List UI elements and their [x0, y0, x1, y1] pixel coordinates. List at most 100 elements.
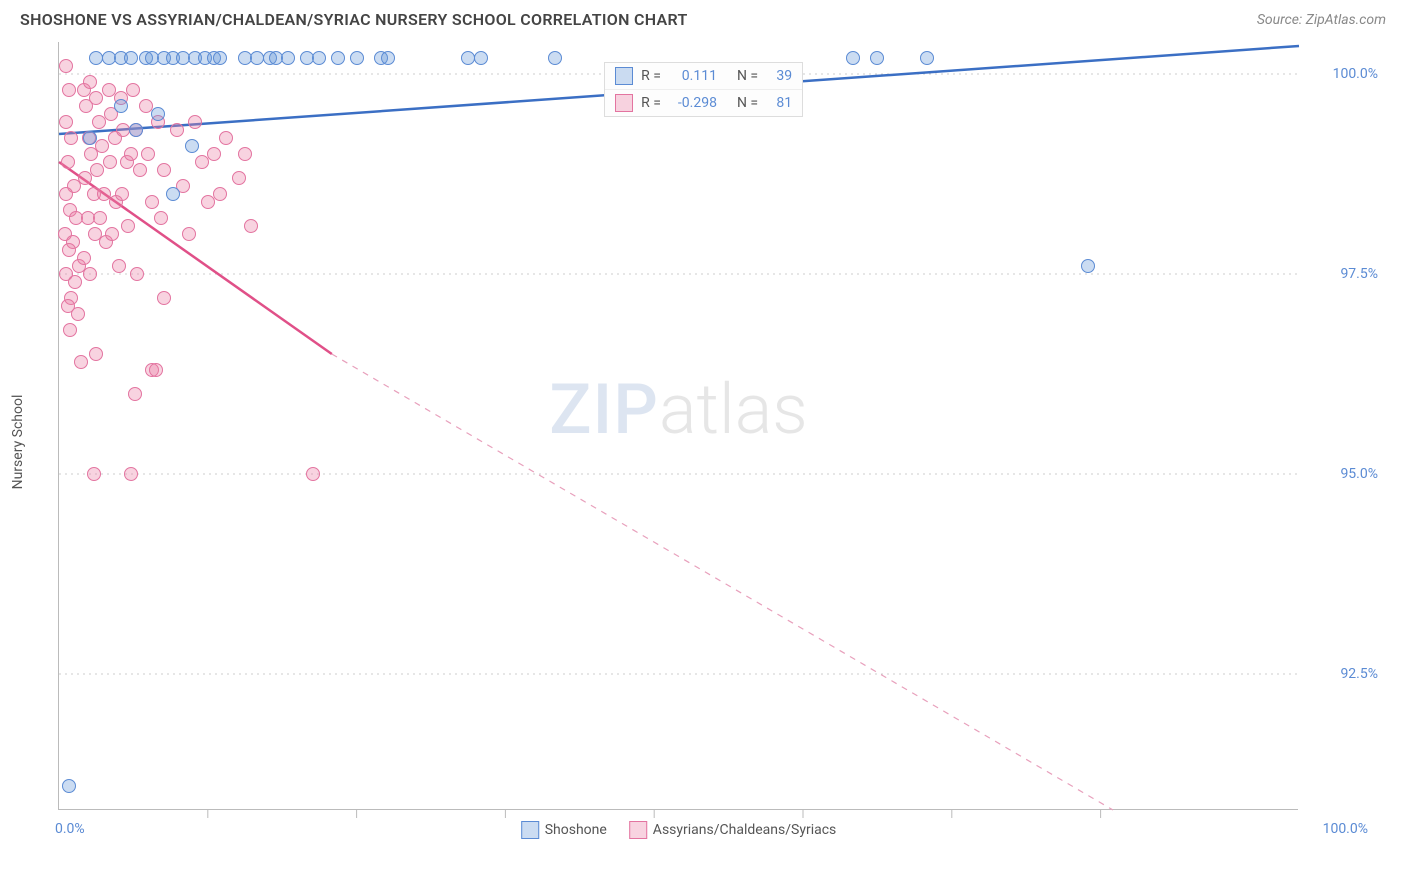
- series2-point: [105, 227, 119, 241]
- series2-point: [92, 115, 106, 129]
- series1-point: [281, 51, 295, 65]
- series1-point: [331, 51, 345, 65]
- series2-point: [93, 211, 107, 225]
- series2-point: [126, 83, 140, 97]
- series2-point: [87, 467, 101, 481]
- bottom-legend-item: Shoshone: [521, 821, 607, 839]
- series1-point: [846, 51, 860, 65]
- legend-swatch: [615, 67, 633, 85]
- y-tick-label: 100.0%: [1318, 66, 1378, 82]
- bottom-legend-label: Assyrians/Chaldeans/Syriacs: [653, 822, 836, 838]
- correlation-legend: R =0.111 N =39 R =-0.298 N =81: [604, 62, 803, 117]
- series2-point: [112, 259, 126, 273]
- series2-point: [188, 115, 202, 129]
- series1-point: [124, 51, 138, 65]
- series2-point: [141, 147, 155, 161]
- series2-point: [195, 155, 209, 169]
- legend-row: R =0.111 N =39: [605, 63, 802, 90]
- series1-point: [114, 99, 128, 113]
- series2-point: [59, 59, 73, 73]
- series2-point: [103, 155, 117, 169]
- y-tick-label: 95.0%: [1318, 466, 1378, 482]
- series1-point: [62, 779, 76, 793]
- series2-point: [59, 115, 73, 129]
- series1-point: [381, 51, 395, 65]
- legend-n-label: N =: [737, 68, 758, 84]
- series2-point: [71, 307, 85, 321]
- legend-r-value: -0.298: [665, 95, 717, 111]
- series1-point: [920, 51, 934, 65]
- series2-point: [145, 195, 159, 209]
- series1-point: [151, 107, 165, 121]
- series2-point: [207, 147, 221, 161]
- series2-point: [83, 267, 97, 281]
- series2-point: [124, 467, 138, 481]
- series1-point: [166, 187, 180, 201]
- series2-point: [90, 163, 104, 177]
- series2-point: [115, 187, 129, 201]
- x-axis-max-label: 100.0%: [1323, 821, 1368, 837]
- legend-swatch: [615, 94, 633, 112]
- series2-point: [149, 363, 163, 377]
- series1-point: [213, 51, 227, 65]
- legend-n-value: 81: [762, 95, 792, 111]
- series2-point: [78, 171, 92, 185]
- series2-point: [83, 75, 97, 89]
- legend-swatch: [521, 821, 539, 839]
- bottom-legend-label: Shoshone: [545, 822, 607, 838]
- series2-point: [68, 275, 82, 289]
- series2-point: [77, 251, 91, 265]
- series2-point: [306, 467, 320, 481]
- series2-point: [238, 147, 252, 161]
- series2-point: [95, 139, 109, 153]
- series1-point: [1081, 259, 1095, 273]
- series2-point: [170, 123, 184, 137]
- series1-point: [548, 51, 562, 65]
- series1-point: [870, 51, 884, 65]
- source-attribution: Source: ZipAtlas.com: [1257, 12, 1386, 28]
- series1-point: [312, 51, 326, 65]
- series2-point: [62, 83, 76, 97]
- series2-point: [130, 267, 144, 281]
- bottom-legend-item: Assyrians/Chaldeans/Syriacs: [629, 821, 836, 839]
- series2-point: [232, 171, 246, 185]
- series1-point: [129, 123, 143, 137]
- series2-point: [182, 227, 196, 241]
- series2-point: [213, 187, 227, 201]
- series2-point: [59, 187, 73, 201]
- series-legend: Shoshone Assyrians/Chaldeans/Syriacs: [521, 821, 837, 839]
- y-tick-label: 92.5%: [1318, 666, 1378, 682]
- plot-region: ZIPatlas R =0.111N =39R =-0.298N =81 Sho…: [58, 42, 1298, 810]
- x-axis-min-label: 0.0%: [55, 821, 85, 837]
- legend-row: R =-0.298 N =81: [605, 90, 802, 116]
- series2-point: [133, 163, 147, 177]
- series2-point: [201, 195, 215, 209]
- series2-point: [89, 91, 103, 105]
- legend-swatch: [629, 821, 647, 839]
- series2-point: [128, 387, 142, 401]
- chart-area: Nursery School ZIPatlas R =0.111N =39R =…: [40, 42, 1386, 842]
- series1-point: [83, 131, 97, 145]
- chart-title: SHOSHONE VS ASSYRIAN/CHALDEAN/SYRIAC NUR…: [20, 10, 688, 29]
- series2-point: [89, 347, 103, 361]
- series2-point: [64, 131, 78, 145]
- legend-r-value: 0.111: [665, 68, 717, 84]
- series2-point: [121, 219, 135, 233]
- series2-point: [63, 323, 77, 337]
- series2-point: [124, 147, 138, 161]
- legend-n-value: 39: [762, 68, 792, 84]
- series2-point: [74, 355, 88, 369]
- legend-r-label: R =: [641, 95, 661, 111]
- series2-point: [157, 163, 171, 177]
- legend-r-label: R =: [641, 68, 661, 84]
- series2-point: [154, 211, 168, 225]
- series2-point: [61, 155, 75, 169]
- y-axis-label: Nursery School: [10, 395, 26, 490]
- legend-n-label: N =: [737, 95, 758, 111]
- series2-point: [62, 243, 76, 257]
- series1-point: [185, 139, 199, 153]
- series2-point: [219, 131, 233, 145]
- series1-point: [350, 51, 364, 65]
- series1-point: [474, 51, 488, 65]
- y-tick-label: 97.5%: [1318, 266, 1378, 282]
